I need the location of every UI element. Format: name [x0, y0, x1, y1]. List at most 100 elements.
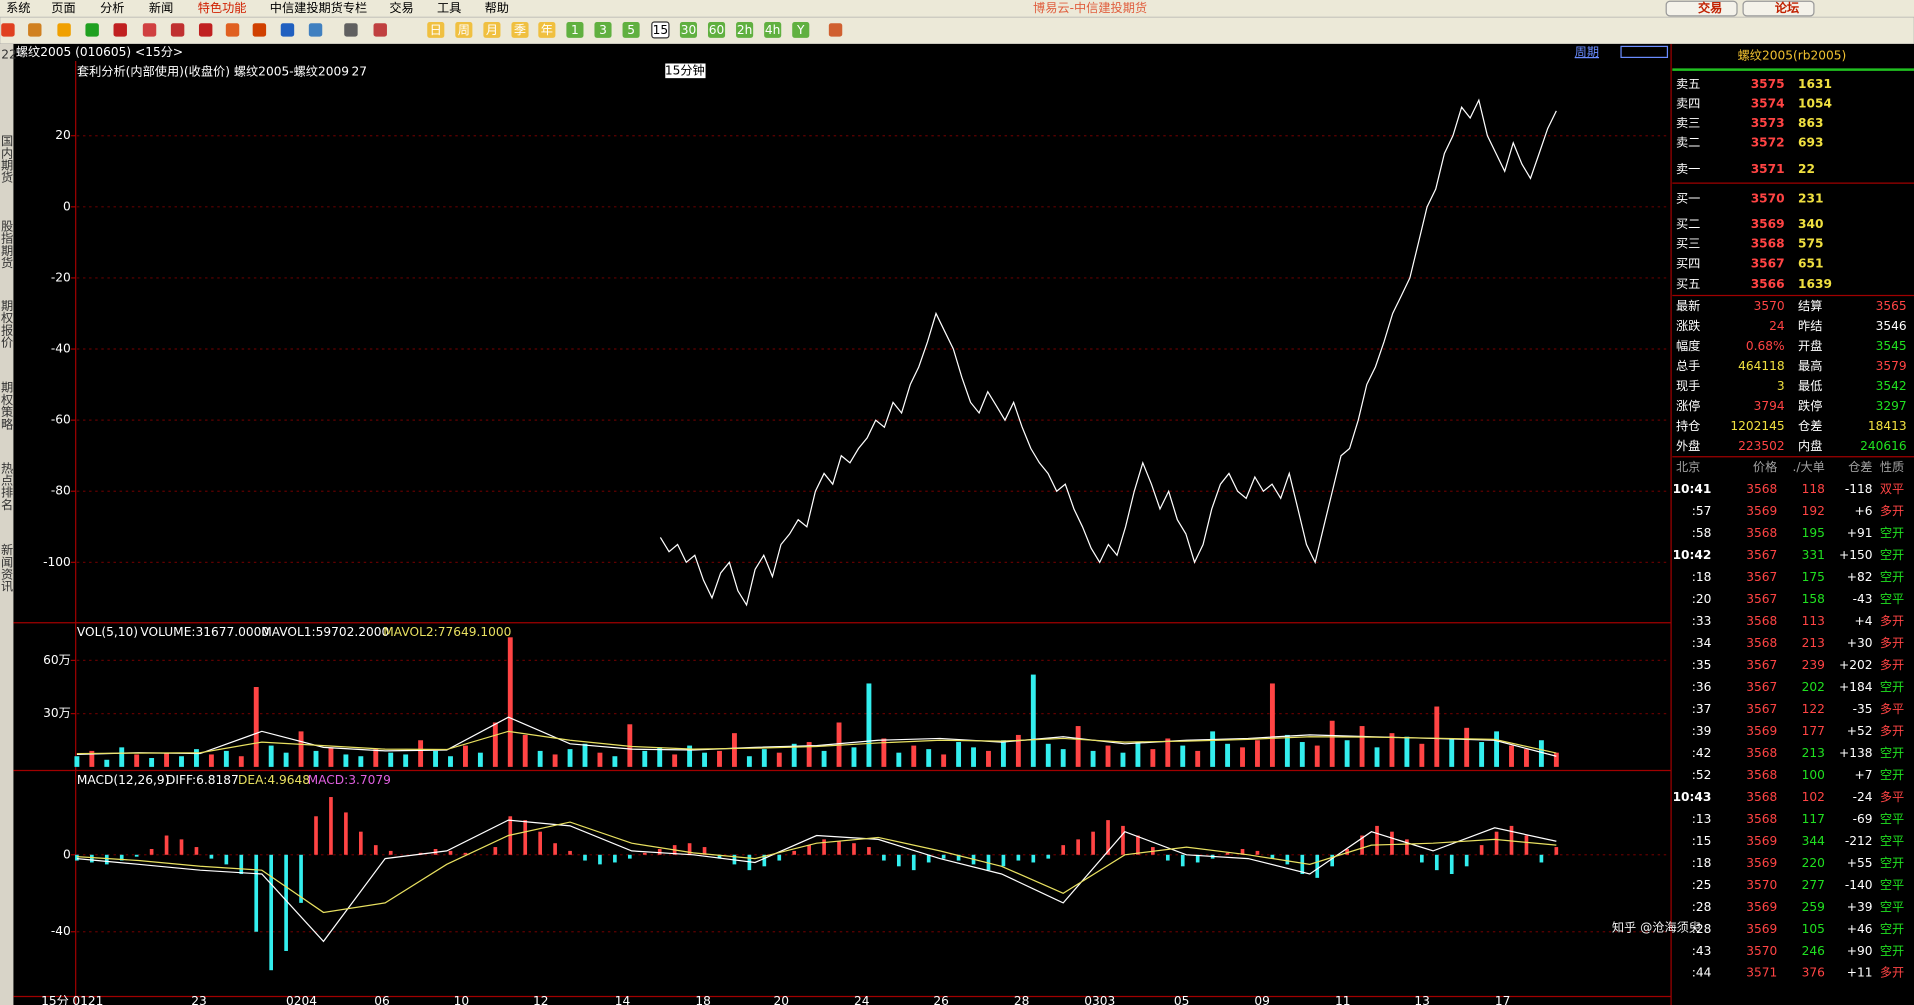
- tick-nature: 多开: [1880, 614, 1904, 628]
- volume-bar: [134, 754, 140, 767]
- tick-price: 3569: [1746, 504, 1777, 518]
- toolbar-button[interactable]: [736, 21, 754, 38]
- toolbar-button[interactable]: [792, 21, 810, 38]
- top-button-label[interactable]: 交易: [1698, 0, 1722, 15]
- period-button[interactable]: 周期: [1575, 45, 1599, 59]
- toolbar-label[interactable]: 15: [653, 23, 669, 37]
- tick-volume: 118: [1802, 482, 1825, 496]
- toolbar-button[interactable]: [707, 21, 726, 38]
- toolbar-label[interactable]: 5: [627, 23, 635, 37]
- toolbar-label[interactable]: 2h: [737, 23, 752, 37]
- tick-nature: 空开: [1880, 856, 1904, 870]
- toolbar-label[interactable]: 4h: [765, 23, 780, 37]
- volume-bar: [1404, 736, 1410, 767]
- toolbar-icon[interactable]: [828, 23, 843, 37]
- toolbar-icon[interactable]: [373, 23, 387, 37]
- toolbar-icon[interactable]: [85, 23, 99, 37]
- toolbar-button[interactable]: [594, 21, 612, 38]
- tick-volume: 331: [1802, 548, 1825, 562]
- macd-bar: [1434, 854, 1439, 871]
- volume-bar: [149, 758, 155, 767]
- x-tick-label: 23: [191, 994, 207, 1005]
- side-tab[interactable]: 国内期货: [0, 134, 13, 183]
- side-tab[interactable]: 股指期货: [0, 220, 13, 270]
- toolbar-icon[interactable]: [344, 23, 358, 37]
- side-tab[interactable]: 期权策略: [0, 381, 13, 431]
- macd-title: MACD(12,26,9): [77, 773, 170, 787]
- menu-item[interactable]: 分析: [100, 1, 124, 15]
- menu-item[interactable]: 帮助: [485, 1, 509, 15]
- tick-time: :36: [1692, 680, 1712, 694]
- menu-item[interactable]: 中信建投期货专栏: [270, 0, 367, 15]
- toolbar-icon[interactable]: [142, 23, 157, 37]
- tick-price: 3569: [1746, 900, 1777, 914]
- toolbar-icon[interactable]: [113, 23, 127, 37]
- volume-bar: [343, 754, 349, 767]
- toolbar-button[interactable]: [483, 21, 501, 38]
- toolbar-label[interactable]: 1: [571, 23, 579, 37]
- book-volume: 575: [1798, 237, 1823, 251]
- top-button[interactable]: [1742, 0, 1815, 17]
- window-controls[interactable]: [1620, 45, 1669, 59]
- toolbar-label[interactable]: 月: [486, 23, 498, 37]
- toolbar-label[interactable]: 60: [709, 23, 725, 37]
- mavol1-value: MAVOL1:59702.2000: [261, 625, 389, 639]
- tick-volume: 344: [1802, 834, 1826, 848]
- toolbar-button[interactable]: [538, 21, 556, 38]
- macd-bar: [941, 854, 946, 859]
- side-tab[interactable]: 热点排名: [0, 461, 13, 510]
- tick-time: :28: [1692, 900, 1712, 914]
- toolbar-label[interactable]: 日: [430, 23, 442, 37]
- toolbar-label[interactable]: 季: [514, 23, 526, 37]
- toolbar-label[interactable]: 年: [541, 23, 553, 37]
- tick-volume: 239: [1802, 658, 1825, 672]
- toolbar-button[interactable]: [427, 21, 445, 38]
- top-button[interactable]: [1665, 0, 1738, 17]
- y-tick-label: -100: [43, 555, 71, 569]
- toolbar-button[interactable]: [651, 21, 670, 39]
- book-volume: 693: [1798, 135, 1823, 149]
- x-tick-label: 18: [695, 994, 711, 1005]
- toolbar-icon[interactable]: [28, 23, 42, 37]
- toolbar-icon[interactable]: [170, 23, 185, 37]
- stat-label: 最高: [1798, 358, 1822, 373]
- toolbar-button[interactable]: [455, 21, 473, 38]
- toolbar-icon[interactable]: [198, 23, 213, 37]
- macd-bar: [1554, 847, 1559, 855]
- macd-bar: [1509, 825, 1514, 855]
- tick-diff: -140: [1845, 878, 1873, 892]
- tick-price: 3571: [1746, 966, 1777, 980]
- macd-bar: [538, 831, 542, 855]
- toolbar-button[interactable]: [622, 21, 640, 38]
- menu-item[interactable]: 页面: [51, 1, 75, 15]
- toolbar-icon[interactable]: [225, 23, 240, 37]
- toolbar-icon[interactable]: [308, 23, 323, 37]
- book-price: 3573: [1751, 116, 1785, 130]
- tick-volume: 100: [1802, 768, 1825, 782]
- toolbar-label[interactable]: 3: [599, 23, 607, 37]
- toolbar-icon[interactable]: [280, 23, 295, 37]
- menu-item[interactable]: 交易: [389, 0, 413, 15]
- toolbar-button[interactable]: [679, 21, 697, 38]
- top-button-label[interactable]: 论坛: [1775, 0, 1800, 15]
- volume-bar: [896, 752, 902, 767]
- side-tab[interactable]: 新闻资讯: [0, 542, 13, 593]
- menu-item[interactable]: 特色功能: [198, 0, 247, 15]
- toolbar-label[interactable]: Y: [796, 23, 805, 37]
- toolbar-icon[interactable]: [57, 23, 71, 37]
- menu-item[interactable]: 新闻: [149, 0, 173, 15]
- menu-item[interactable]: 工具: [437, 1, 461, 15]
- tick-price: 3568: [1746, 482, 1777, 496]
- toolbar-button[interactable]: [764, 21, 782, 38]
- toolbar-label[interactable]: 30: [681, 23, 697, 37]
- toolbar-button[interactable]: [566, 21, 584, 38]
- volume-bar: [119, 747, 125, 767]
- tick-nature: 多开: [1880, 636, 1904, 650]
- toolbar-icon[interactable]: [1, 23, 15, 37]
- menu-item[interactable]: 系统: [6, 1, 30, 15]
- toolbar-button[interactable]: [511, 21, 529, 38]
- side-tab[interactable]: 期权报价: [0, 299, 13, 348]
- volume-bar: [1135, 742, 1141, 767]
- toolbar-icon[interactable]: [252, 23, 267, 37]
- toolbar-label[interactable]: 周: [458, 23, 470, 37]
